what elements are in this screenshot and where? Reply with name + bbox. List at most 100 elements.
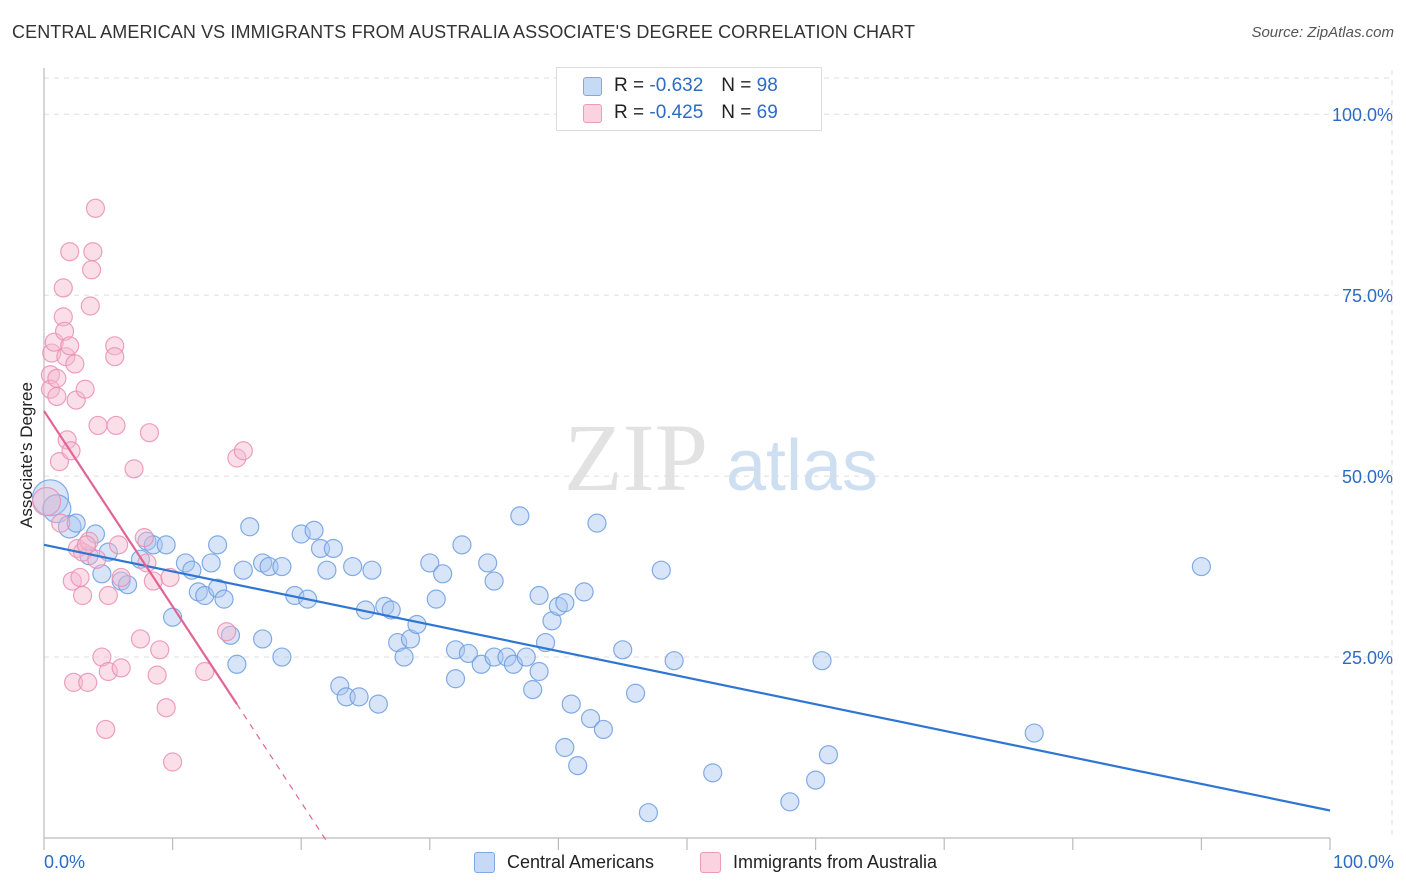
legend-n-value: 69 (756, 102, 778, 123)
point-immigrants-australia (130, 629, 151, 649)
point-central-americans (812, 651, 832, 671)
point-central-americans (92, 564, 112, 584)
point-central-americans (368, 694, 388, 714)
legend-row-immigrants-australia: R = -0.425 N = 69 (583, 101, 778, 125)
point-central-americans (555, 737, 575, 758)
point-central-americans (445, 669, 466, 689)
chart-title: CENTRAL AMERICAN VS IMMIGRANTS FROM AUST… (12, 22, 916, 42)
point-immigrants-australia (57, 430, 77, 450)
point-immigrants-australia (96, 719, 116, 740)
point-central-americans (613, 640, 633, 660)
x-tick-label-max: 100.0% (1332, 852, 1394, 872)
point-immigrants-australia (51, 513, 71, 533)
point-central-americans (220, 625, 241, 645)
point-central-americans (805, 770, 826, 790)
point-central-americans (381, 600, 401, 620)
point-immigrants-australia (124, 459, 144, 479)
series-legend-immigrants-australia: Immigrants from Australia (700, 852, 937, 873)
point-immigrants-australia (53, 278, 73, 298)
y-tick-labels: 25.0% 50.0% 75.0% 100.0% (1332, 105, 1393, 668)
point-immigrants-australia (40, 365, 61, 385)
point-central-americans (240, 517, 260, 537)
point-central-americans (253, 629, 273, 649)
point-central-americans (330, 676, 350, 696)
axes (43, 68, 1331, 850)
legend-swatch-pink (583, 103, 602, 123)
point-immigrants-australia (40, 379, 61, 399)
point-immigrants-australia (47, 386, 67, 407)
point-immigrants-australia (105, 336, 125, 356)
point-central-americans (323, 538, 343, 559)
point-central-americans (188, 582, 208, 602)
trend-lines (43, 410, 1331, 842)
point-central-americans (233, 560, 253, 580)
point-central-americans (208, 535, 228, 555)
point-central-americans (478, 553, 498, 573)
watermark-atlas: atlas (726, 426, 878, 506)
point-immigrants-australia (65, 354, 85, 374)
series-legend-central-americans: Central Americans (474, 852, 654, 873)
point-immigrants-australia (111, 658, 131, 678)
point-central-americans (548, 596, 569, 616)
stats-legend: R = -0.632 N = 98 R = -0.425 N = 69 (556, 67, 822, 131)
point-central-americans (1191, 556, 1212, 577)
point-central-americans (253, 553, 273, 573)
point-central-americans (529, 585, 549, 606)
point-central-americans (201, 553, 221, 573)
watermark-zip: ZIP (564, 404, 708, 511)
point-central-americans (272, 556, 292, 577)
point-central-americans (593, 719, 614, 740)
series-legend-label: Central Americans (507, 852, 655, 872)
point-immigrants-australia (108, 535, 129, 555)
legend-r-value: -0.632 (649, 75, 704, 96)
point-central-americans (555, 593, 575, 613)
x-tick-label-min: 0.0% (44, 852, 86, 872)
point-immigrants-australia (87, 549, 107, 569)
point-immigrants-australia (60, 242, 80, 262)
legend-swatch-blue (583, 76, 602, 96)
point-central-americans (638, 803, 659, 823)
point-immigrants-australia (63, 672, 84, 692)
point-immigrants-australia (111, 567, 131, 588)
point-immigrants-australia (47, 368, 67, 388)
point-immigrants-australia (134, 528, 154, 548)
point-immigrants-australia (54, 321, 75, 341)
point-central-americans (42, 494, 72, 524)
point-central-americans (587, 513, 607, 533)
point-central-americans (349, 687, 369, 707)
point-central-americans (208, 578, 228, 598)
legend-n-label: N = (721, 102, 752, 123)
point-central-americans (529, 661, 549, 682)
point-central-americans (568, 756, 588, 776)
point-central-americans (66, 513, 86, 533)
point-central-americans (574, 582, 594, 602)
point-immigrants-australia (78, 672, 98, 692)
point-central-americans (818, 745, 839, 765)
trendline-extension-immigrants-australia (236, 703, 328, 842)
point-immigrants-australia (105, 347, 125, 367)
point-central-americans (484, 571, 504, 591)
legend-r-label: R = (614, 75, 645, 96)
series-swatch-pink (700, 852, 721, 873)
point-immigrants-australia (195, 661, 215, 682)
point-immigrants-australia (60, 336, 80, 356)
point-central-americans (227, 654, 247, 674)
point-immigrants-australia (75, 379, 95, 399)
point-immigrants-australia (72, 585, 93, 606)
trendline-central-americans (43, 543, 1331, 812)
series-swatch-blue (474, 852, 495, 873)
source-label: Source: ZipAtlas.com (1251, 24, 1394, 41)
point-central-americans (625, 683, 646, 703)
y-tick-label: 100.0% (1332, 105, 1393, 125)
point-central-americans (317, 560, 337, 580)
legend-r-label: R = (614, 102, 645, 123)
point-immigrants-australia (32, 486, 62, 516)
y-axis-label: Associate's Degree (17, 382, 36, 528)
point-immigrants-australia (233, 441, 253, 461)
point-central-americans (407, 614, 427, 635)
point-immigrants-australia (81, 260, 102, 280)
y-tick-label: 25.0% (1342, 648, 1393, 668)
point-immigrants-australia (70, 567, 90, 588)
point-central-americans (362, 560, 382, 580)
